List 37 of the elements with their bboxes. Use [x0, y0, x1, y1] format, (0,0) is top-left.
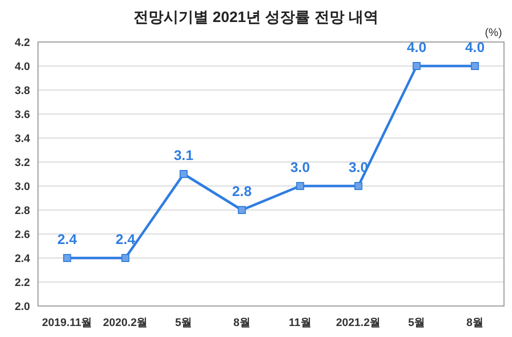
data-label: 2.8 [232, 183, 252, 199]
point [238, 206, 246, 214]
chart-title: 전망시기별 2021년 성장률 전망 내역 [133, 9, 379, 26]
y-tick-label: 3.8 [14, 85, 30, 97]
x-tick-label: 2019.11월 [42, 317, 92, 329]
data-label: 4.0 [406, 39, 427, 55]
y-tick-label: 2.2 [14, 277, 30, 289]
data-label: 2.4 [116, 231, 136, 247]
y-tick-label: 2.6 [14, 229, 30, 241]
x-tick-label: 2020.2월 [103, 317, 148, 329]
y-tick-label: 2.8 [14, 205, 30, 217]
x-tick-label: 8월 [233, 317, 250, 329]
data-label: 3.0 [290, 159, 310, 175]
point [470, 62, 479, 70]
data-label: 2.4 [57, 231, 78, 247]
point [180, 170, 188, 178]
data-label: 3.1 [174, 147, 194, 163]
text: (%) [484, 27, 502, 39]
y-tick-label: 3.4 [14, 133, 31, 145]
point [296, 182, 304, 190]
point [412, 62, 421, 70]
y-tick-label: 3.2 [14, 157, 30, 169]
x-tick-label: 5월 [408, 317, 426, 329]
x-tick-label: 8월 [466, 317, 484, 329]
y-tick-label: 3.6 [14, 109, 30, 121]
y-tick-label: 3.0 [14, 181, 30, 193]
y-tick-label: 2.0 [14, 301, 30, 313]
data-label: 4.0 [465, 39, 485, 55]
point [354, 182, 362, 190]
x-tick-label: 11월 [288, 317, 312, 329]
y-tick-label: 2.4 [14, 253, 31, 265]
y-tick-label: 4.2 [14, 37, 30, 49]
point [63, 254, 72, 262]
x-tick-label: 5월 [175, 317, 192, 329]
point [121, 254, 130, 262]
y-tick-label: 4.0 [14, 61, 30, 73]
x-tick-label: 2021.2월 [336, 317, 381, 329]
